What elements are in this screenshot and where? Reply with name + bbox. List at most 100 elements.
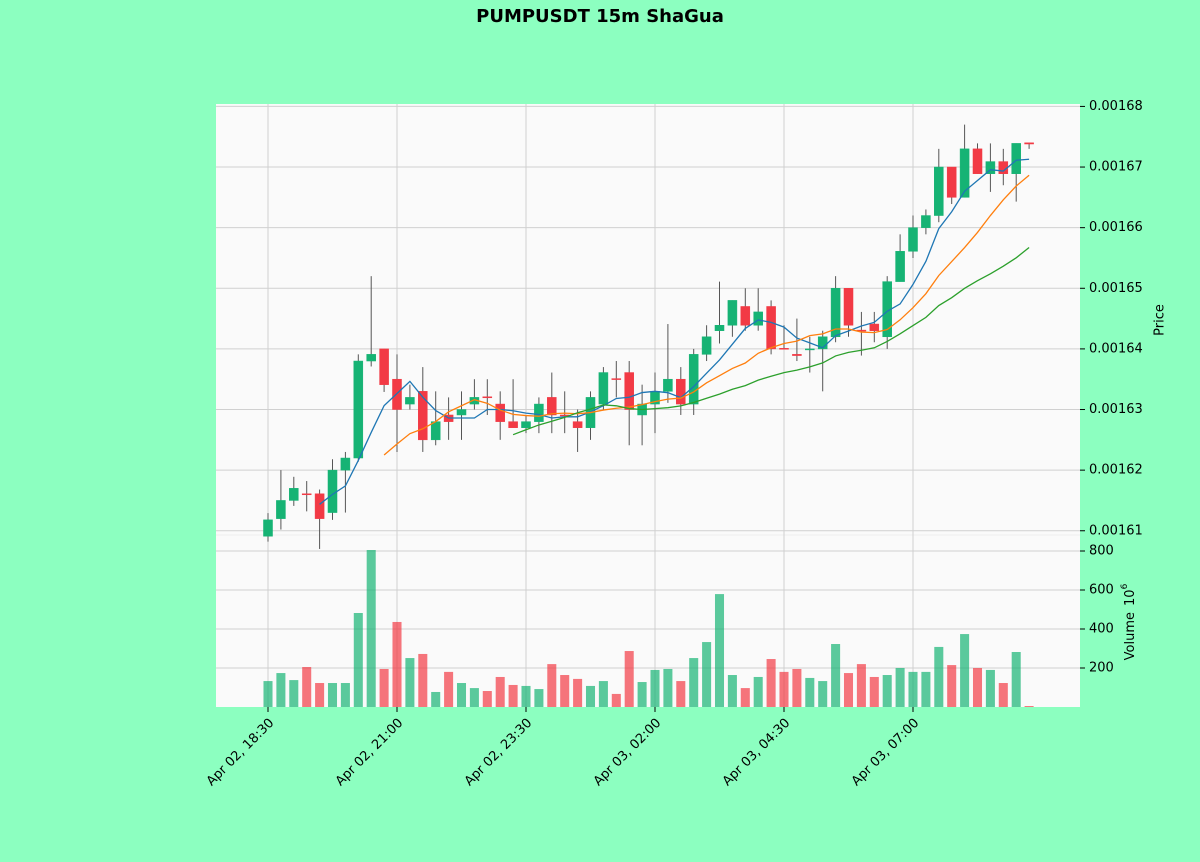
candle-body bbox=[727, 300, 738, 326]
volume-bar bbox=[805, 677, 815, 707]
volume-bar bbox=[289, 680, 299, 707]
volume-bar bbox=[508, 684, 518, 707]
candle-body bbox=[495, 403, 505, 422]
candle-body bbox=[430, 421, 441, 441]
volume-bar bbox=[843, 673, 854, 707]
volume-bar bbox=[405, 658, 415, 707]
candle-body bbox=[1011, 143, 1021, 174]
candle-body bbox=[418, 391, 428, 441]
volume-bar bbox=[921, 671, 931, 707]
candle-body bbox=[766, 306, 776, 350]
candle-body bbox=[946, 166, 957, 198]
y-tick-label: 0.00163 bbox=[1089, 402, 1143, 417]
volume-bar bbox=[676, 681, 686, 707]
candle-body bbox=[959, 148, 970, 198]
marks bbox=[263, 124, 1034, 707]
y2-tick-label: 400 bbox=[1089, 621, 1114, 636]
y2-unit-exponent: 6 bbox=[1120, 583, 1130, 589]
volume-bar bbox=[831, 644, 841, 707]
candle-body bbox=[792, 354, 802, 356]
candle-body bbox=[327, 469, 338, 513]
y-tick-label: 0.00168 bbox=[1089, 99, 1143, 114]
y2-tick-label: 800 bbox=[1089, 543, 1114, 558]
y2-unit-base: 10 bbox=[1123, 589, 1138, 606]
volume-bar bbox=[469, 688, 479, 707]
candle-body bbox=[1024, 142, 1034, 145]
candle-body bbox=[289, 488, 299, 501]
candle-body bbox=[985, 161, 996, 174]
candle-body bbox=[611, 378, 622, 380]
candle-body bbox=[456, 409, 467, 416]
y-tick-label: 0.00167 bbox=[1089, 160, 1143, 175]
candle-body bbox=[301, 493, 312, 496]
candle-body bbox=[805, 348, 815, 351]
candle-body bbox=[405, 397, 415, 405]
volume-bar bbox=[456, 683, 467, 707]
volume-bar bbox=[702, 642, 712, 707]
volume-bar bbox=[418, 653, 428, 707]
candle-body bbox=[663, 378, 673, 392]
volume-bar bbox=[1024, 706, 1034, 707]
candle-body bbox=[263, 519, 273, 537]
volume-bar bbox=[495, 676, 505, 707]
volume-bar bbox=[379, 668, 389, 707]
volume-bar bbox=[753, 676, 763, 707]
volume-bar bbox=[302, 667, 312, 707]
candle-body bbox=[688, 354, 699, 405]
candle-body bbox=[908, 227, 918, 252]
moving-average bbox=[319, 158, 1030, 505]
candle-body bbox=[379, 348, 389, 385]
volume-bar bbox=[444, 671, 454, 707]
volume-bar bbox=[560, 675, 570, 707]
candle-body bbox=[830, 288, 841, 338]
candle-body bbox=[340, 457, 351, 471]
y2-axis-label: Volume 106 bbox=[1120, 583, 1138, 660]
y-tick-label: 0.00164 bbox=[1089, 341, 1143, 356]
x-tick-label: Apr 03, 04:30 bbox=[720, 716, 793, 789]
volume-bar bbox=[521, 685, 531, 707]
volume-bar bbox=[534, 689, 544, 707]
volume-bar bbox=[985, 669, 995, 707]
volume-bar bbox=[895, 667, 905, 707]
volume-bar bbox=[856, 664, 866, 707]
volume-bar bbox=[1011, 652, 1021, 707]
volume-bar bbox=[353, 613, 363, 707]
y-axis-label: Price bbox=[1153, 304, 1168, 336]
volume-bar bbox=[663, 668, 673, 707]
volume-bar bbox=[263, 681, 273, 707]
x-tick-label: Apr 03, 02:00 bbox=[591, 716, 664, 789]
volume-bar bbox=[431, 691, 441, 707]
volume-bar bbox=[315, 683, 325, 707]
volume-bar bbox=[947, 665, 957, 707]
x-tick-label: Apr 03, 07:00 bbox=[849, 716, 922, 789]
candle-body bbox=[547, 397, 557, 416]
volume-bar bbox=[792, 668, 802, 707]
candle-body bbox=[534, 403, 544, 422]
candle-body bbox=[353, 360, 364, 459]
moving-average bbox=[383, 174, 1030, 456]
volume-bar bbox=[392, 621, 402, 707]
volume-bar bbox=[727, 675, 737, 707]
candle-body bbox=[572, 421, 583, 428]
volume-bar bbox=[598, 681, 608, 707]
volume-bar bbox=[934, 646, 944, 707]
x-tick-label: Apr 02, 18:30 bbox=[204, 716, 277, 789]
y2-tick-label: 200 bbox=[1089, 660, 1114, 675]
candle-body bbox=[714, 325, 725, 331]
candle-body bbox=[701, 336, 712, 355]
candle-body bbox=[598, 372, 609, 405]
volume-bar bbox=[766, 659, 776, 707]
volume-bar bbox=[340, 683, 350, 707]
candle-body bbox=[676, 378, 686, 405]
volume-bar bbox=[740, 688, 750, 707]
volume-bar bbox=[869, 676, 879, 707]
candle-body bbox=[869, 323, 880, 331]
candle-body bbox=[921, 215, 931, 228]
y2-tick-label: 600 bbox=[1089, 582, 1114, 597]
chart-title: PUMPUSDT 15m ShaGua bbox=[476, 6, 724, 27]
volume-bar bbox=[611, 693, 621, 707]
volume-bar bbox=[624, 651, 634, 707]
volume-bar bbox=[689, 658, 699, 707]
